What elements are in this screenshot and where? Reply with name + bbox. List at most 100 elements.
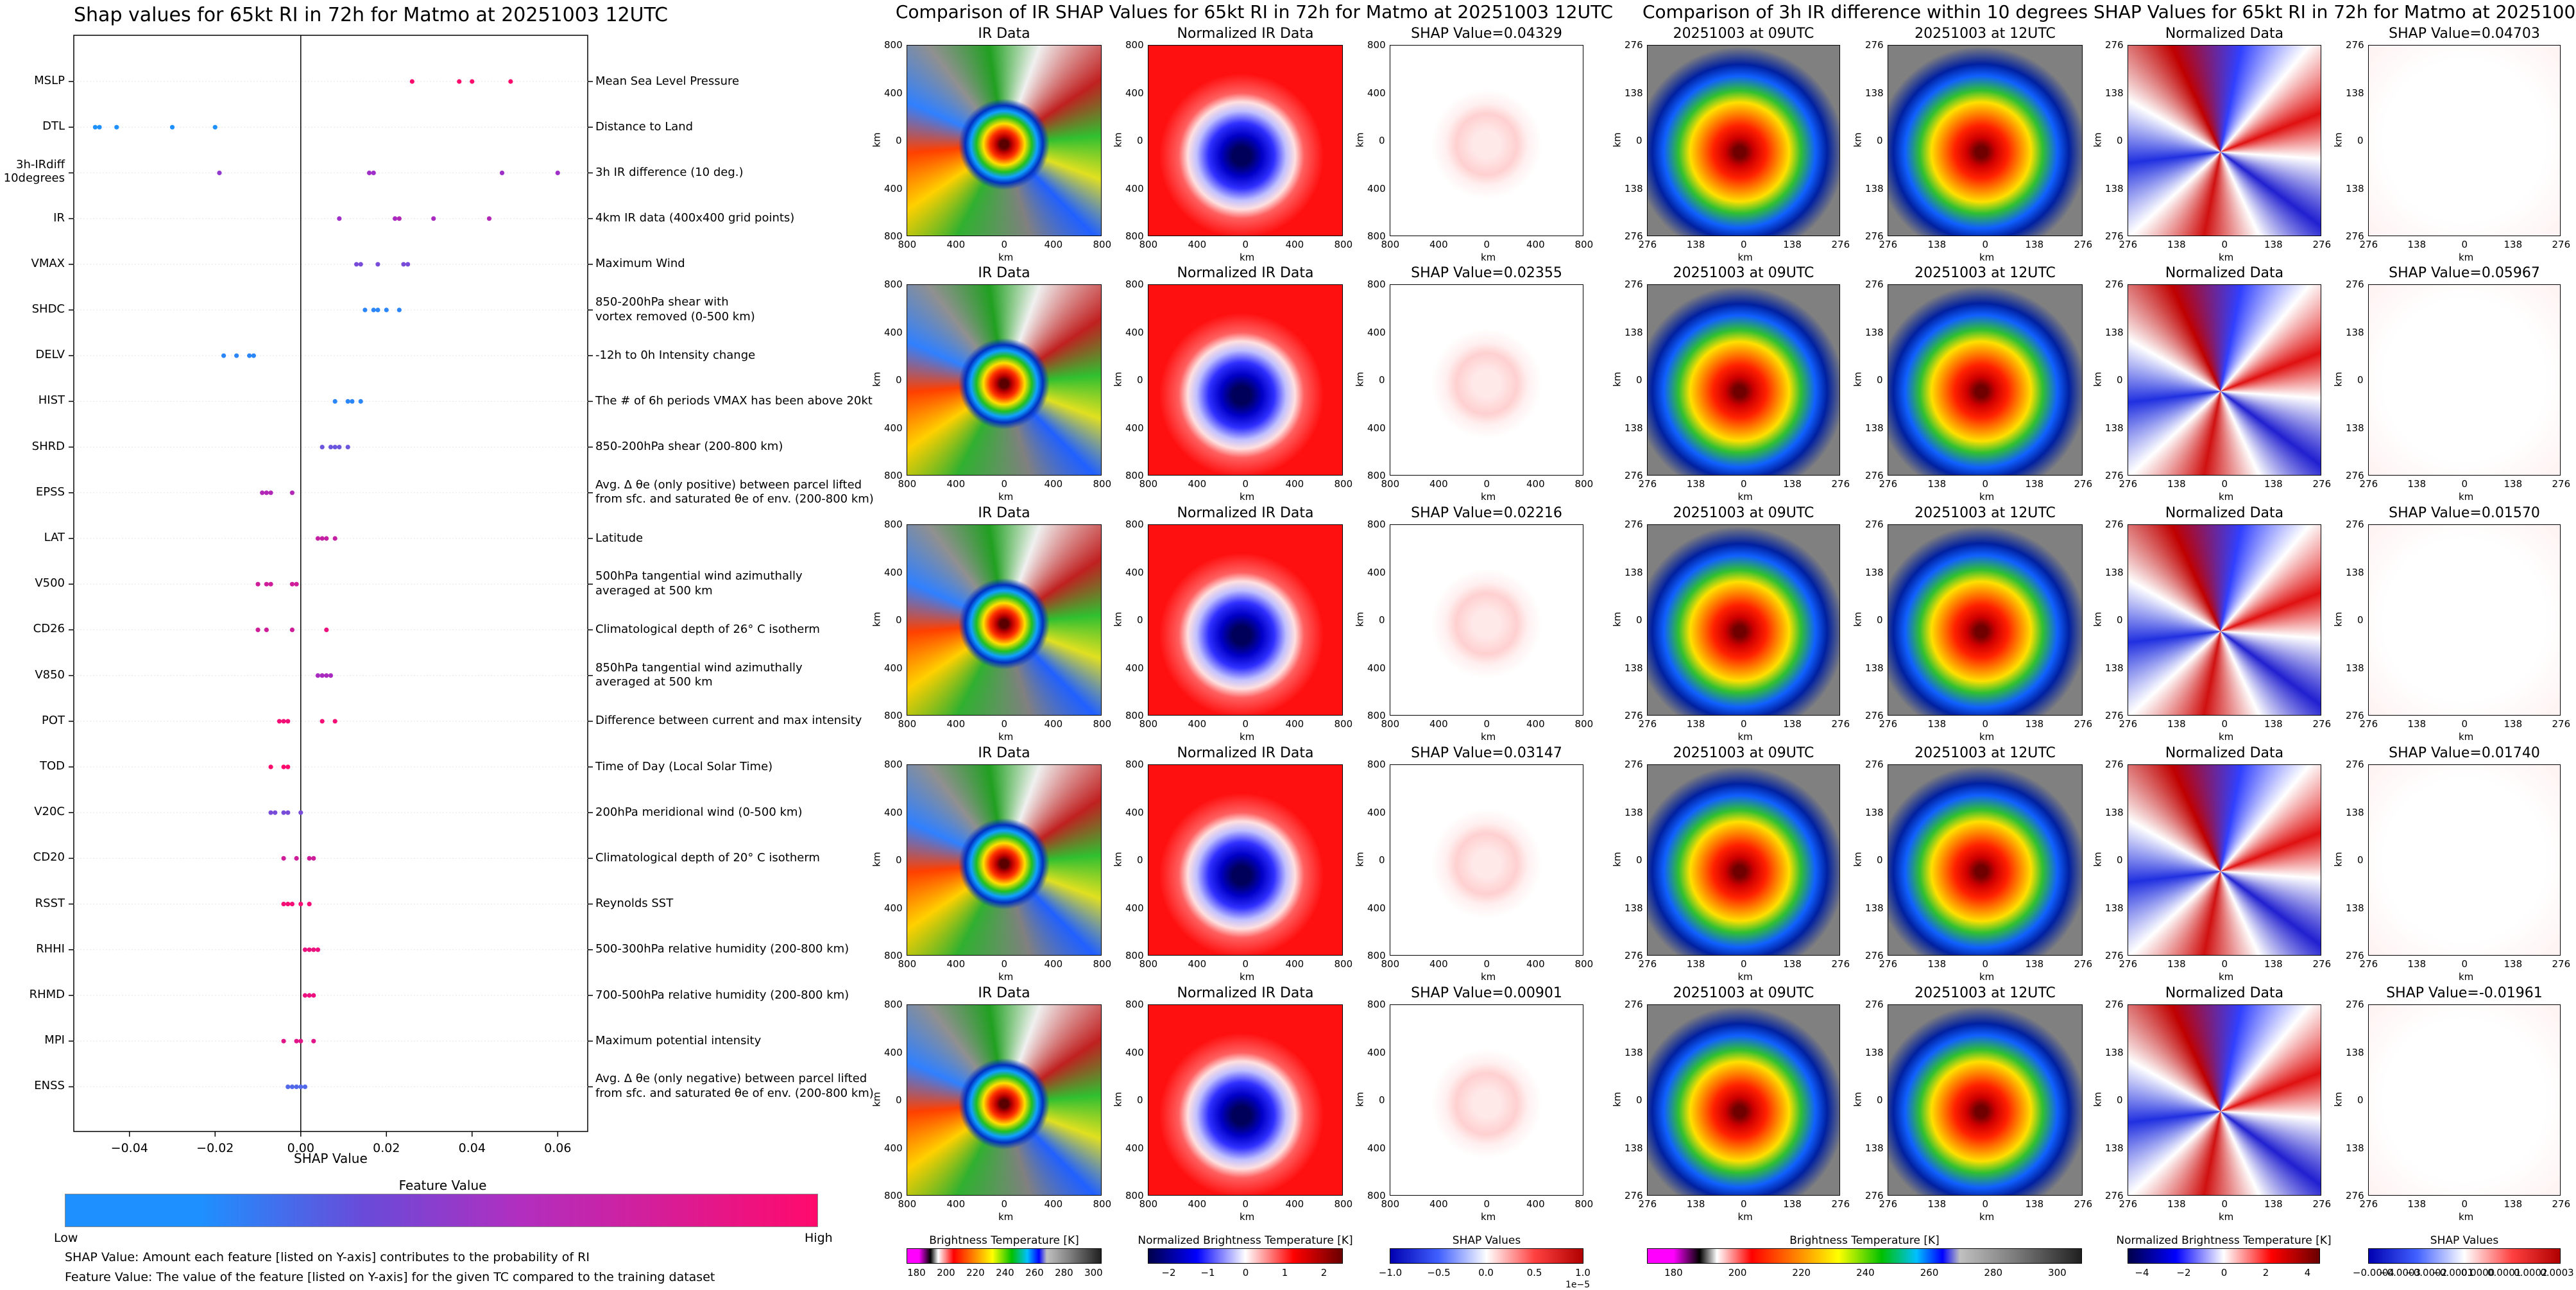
y-tick: 0 <box>1137 374 1143 386</box>
normalized-ir-image <box>1148 45 1343 236</box>
shap-point <box>302 1084 308 1089</box>
x-axis-label: km <box>1240 971 1255 983</box>
shap-point <box>499 170 505 175</box>
feature-label-pot: POT <box>41 713 65 727</box>
y-tick: 276 <box>1625 279 1643 290</box>
shap-point <box>302 993 308 998</box>
x-tick: 138 <box>1783 958 1802 970</box>
beeswarm-plot: −0.04 −0.02 0.00 0.02 0.04 0.06 <box>69 35 593 1155</box>
feature-description: Latitude <box>595 531 644 545</box>
panel-title: SHAP Value=0.03147 <box>1411 745 1562 761</box>
y-tick: 400 <box>1125 182 1144 194</box>
y-tick: 0 <box>2117 854 2123 866</box>
ir-data-image <box>907 1004 1102 1196</box>
ir-12utc-image <box>1888 45 2083 236</box>
normalized-diff-image <box>2128 764 2321 956</box>
panel-title: Normalized IR Data <box>1177 265 1314 281</box>
y-tick: 800 <box>1125 39 1144 51</box>
x-tick: 138 <box>2264 718 2283 730</box>
feature-label-cd20: CD20 <box>33 850 65 864</box>
x-tick: 276 <box>2552 958 2571 970</box>
y-tick: 800 <box>1367 759 1386 770</box>
colorbar-title: SHAP Values <box>1452 1234 1521 1247</box>
x-tick: 138 <box>1783 1198 1802 1210</box>
normalized-diff-image <box>2128 284 2321 476</box>
shap-point <box>294 856 299 861</box>
x-tick: 800 <box>1574 478 1594 490</box>
feature-label-rhhi: RHHI <box>36 942 65 956</box>
x-tick: 0 <box>1982 239 1989 250</box>
y-tick: 400 <box>1367 1142 1386 1154</box>
x-tick: 0 <box>2461 478 2468 490</box>
panel-title: SHAP Value=0.01570 <box>2389 505 2540 521</box>
y-tick: 0 <box>2357 135 2364 146</box>
y-axis-label: km <box>1852 612 1864 627</box>
x-tick: 138 <box>1783 718 1802 730</box>
y-tick: 138 <box>1865 182 1884 194</box>
y-tick: 138 <box>1865 806 1884 818</box>
feature-description: -12h to 0h Intensity change <box>595 348 756 362</box>
y-axis-label: km <box>1354 372 1366 387</box>
feature-label-cd26: CD26 <box>33 622 65 636</box>
y-tick: 800 <box>1125 519 1144 530</box>
feature-description: Time of Day (Local Solar Time) <box>595 759 773 773</box>
y-tick: 276 <box>1625 470 1643 481</box>
x-tick: 276 <box>1879 478 1898 490</box>
x-tick: 138 <box>1927 478 1947 490</box>
y-axis-label: km <box>871 852 883 867</box>
ir-12utc-image <box>1888 524 2083 716</box>
note-shap-value: SHAP Value: Amount each feature [listed … <box>65 1250 590 1264</box>
y-tick: 138 <box>1625 1142 1643 1154</box>
colorbar-tick: −2 <box>1161 1267 1176 1278</box>
x-tick: 800 <box>1381 478 1400 490</box>
x-tick: 800 <box>1574 1198 1594 1210</box>
colorbar-tick: 0.0 <box>1478 1267 1494 1278</box>
feature-description: 850hPa tangential wind azimuthally averag… <box>595 660 803 689</box>
y-tick: 276 <box>2346 230 2364 242</box>
y-axis-label: km <box>1611 1092 1623 1107</box>
x-tick: 0 <box>2461 1198 2468 1210</box>
shap-point <box>286 719 291 724</box>
colorbar-2 <box>1390 1248 1583 1264</box>
x-axis-label: km <box>998 731 1014 743</box>
y-tick: 0 <box>1379 135 1385 146</box>
y-axis-label: km <box>2332 372 2344 387</box>
y-tick: 0 <box>2117 1094 2123 1106</box>
x-tick: 400 <box>1526 239 1545 250</box>
panel-title: SHAP Value=0.04329 <box>1411 26 1562 42</box>
y-tick: 0 <box>2357 614 2364 626</box>
shap-point <box>264 581 269 587</box>
x-axis-label: km <box>1737 1211 1753 1223</box>
y-tick: 276 <box>2346 279 2364 290</box>
x-axis-label: km <box>1481 971 1496 983</box>
y-tick: 800 <box>1367 950 1386 961</box>
ir-shap-image <box>1390 284 1583 476</box>
y-tick: 276 <box>1865 999 1884 1010</box>
y-tick: 0 <box>1877 374 1883 386</box>
normalized-diff-image <box>2128 45 2321 236</box>
y-tick: 400 <box>1367 422 1386 434</box>
x-tick: 276 <box>1831 1198 1850 1210</box>
shap-point <box>405 262 411 267</box>
panel-title: SHAP Value=0.04703 <box>2389 26 2540 42</box>
y-tick: 138 <box>1865 422 1884 434</box>
x-axis-label: km <box>1737 971 1753 983</box>
y-tick: 400 <box>1125 806 1144 818</box>
y-axis-label: km <box>1354 612 1366 627</box>
shap-point <box>217 170 222 175</box>
y-tick: 800 <box>884 470 903 481</box>
x-tick: 138 <box>2407 1198 2427 1210</box>
ir-shap-image <box>1390 764 1583 956</box>
x-tick: 400 <box>1526 1198 1545 1210</box>
shap-point <box>332 536 337 541</box>
y-tick: 800 <box>1125 1190 1144 1201</box>
shap-point <box>555 170 560 175</box>
feature-label-enss: ENSS <box>34 1079 65 1093</box>
x-tick: 276 <box>2119 1198 2138 1210</box>
y-tick: 400 <box>884 422 903 434</box>
shap-point <box>366 170 372 175</box>
panel-title: SHAP Value=-0.01961 <box>2386 985 2543 1001</box>
x-tick: 400 <box>1285 239 1304 250</box>
x-axis-label: km <box>2459 252 2474 263</box>
y-tick: 276 <box>2346 999 2364 1010</box>
